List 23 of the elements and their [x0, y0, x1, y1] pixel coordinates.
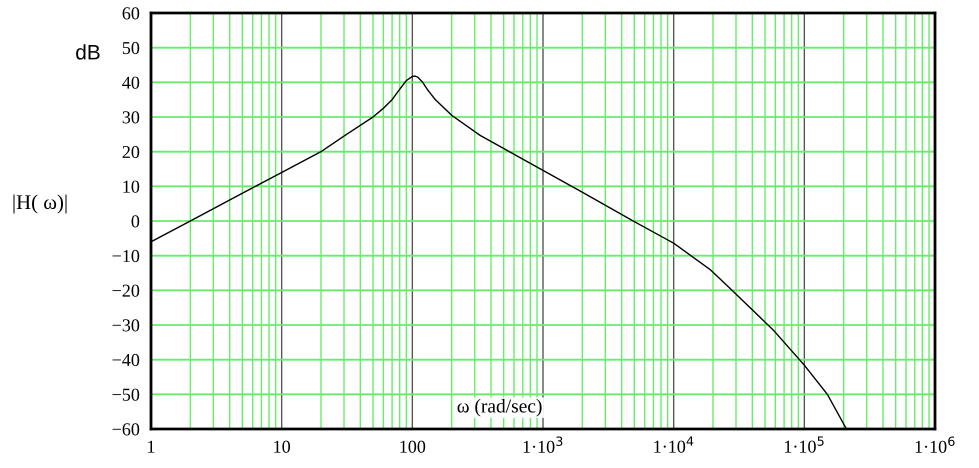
text: dB — [76, 44, 100, 60]
y-tick-label: −10 — [112, 250, 140, 262]
y-tick-label: 40 — [122, 76, 140, 89]
y-tick-label: −30 — [112, 319, 140, 332]
y-axis-title: |H( ω)| — [13, 194, 67, 214]
x-tick-label: 1·10$^{4}$ — [654, 436, 694, 453]
y-tick-label: −20 — [112, 284, 140, 297]
x-tick-label: 1·10$^{3}$ — [524, 436, 562, 453]
y-tick-label: 30 — [122, 111, 140, 124]
y-tick-label: −40 — [112, 354, 140, 366]
x-tick-label: 1·10$^{5}$ — [784, 436, 824, 453]
y-tick-label: 20 — [122, 146, 140, 158]
x-tick-label: 10 — [274, 440, 290, 453]
y-tick-label: −60 — [112, 423, 140, 436]
y-tick-label: −50 — [112, 388, 140, 401]
y-tick-label: 10 — [123, 180, 140, 193]
x-tick-label: 1 — [148, 440, 154, 453]
y-tick-label: 0 — [132, 215, 140, 228]
x-tick-label: 1·10$^{6}$ — [916, 436, 955, 453]
x-axis-title: ω (rad/sec) — [458, 398, 542, 417]
x-tick-label: 100 — [400, 440, 426, 453]
y-tick-label: 50 — [122, 42, 140, 54]
y-tick-label: 60 — [122, 7, 140, 20]
